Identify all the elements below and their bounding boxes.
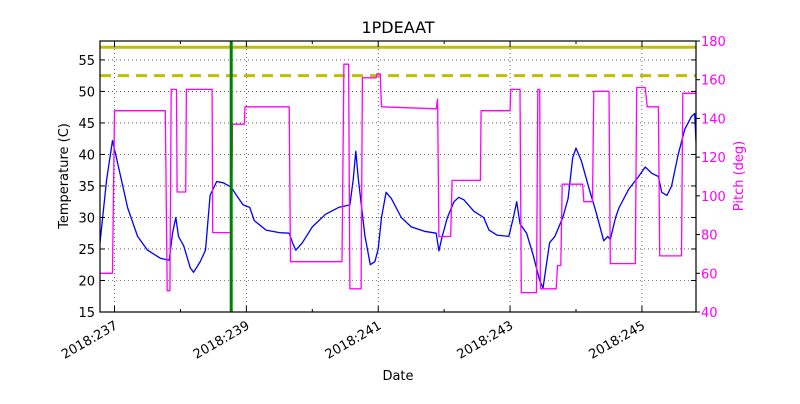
plot-area [100, 41, 696, 312]
y-tick-label: 55 [78, 54, 95, 69]
y2-tick-label: 100 [701, 190, 726, 205]
y-axis-label: Temperature (C) [57, 123, 72, 230]
temperature-series-line [100, 112, 696, 289]
y-tick-label: 30 [78, 211, 95, 226]
chart-title: 1PDEAAT [361, 18, 434, 37]
pitch-series-line [100, 63, 696, 294]
y2-tick-label: 80 [701, 229, 718, 244]
y-tick-label: 50 [78, 85, 95, 100]
y-tick-label: 25 [78, 243, 95, 258]
y2-tick-label: 40 [701, 306, 718, 321]
y2-tick-label: 120 [701, 151, 726, 166]
y-tick-label: 40 [78, 148, 95, 163]
y2-tick-label: 180 [701, 35, 726, 50]
y2-tick-label: 160 [701, 74, 726, 89]
y-tick-label: 20 [78, 274, 95, 289]
y2-axis-label: Pitch (deg) [732, 141, 747, 211]
x-axis-label: Date [382, 369, 413, 384]
y-tick-label: 35 [78, 180, 95, 195]
y-tick-label: 45 [78, 117, 95, 132]
plot-frame [99, 40, 697, 313]
y2-tick-label: 140 [701, 112, 726, 127]
y-tick-label: 15 [78, 306, 95, 321]
y2-tick-label: 60 [701, 267, 718, 282]
